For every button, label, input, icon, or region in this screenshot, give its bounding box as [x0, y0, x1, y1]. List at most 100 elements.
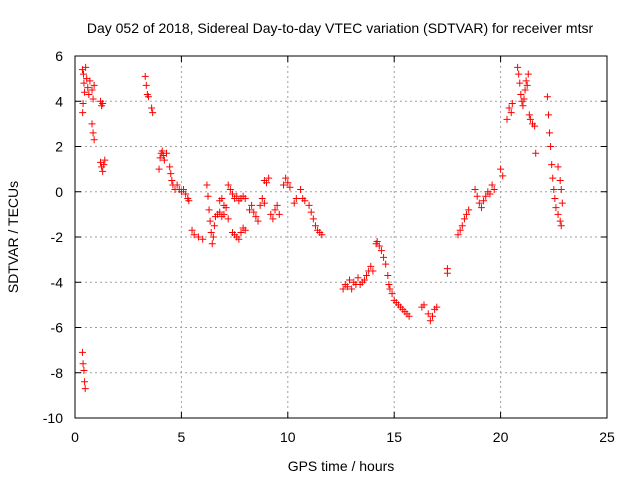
data-point [475, 199, 483, 207]
data-point [84, 84, 92, 92]
y-tick-label: -2 [51, 229, 64, 245]
data-point [254, 217, 262, 225]
data-point [524, 70, 532, 78]
data-point [550, 185, 558, 193]
data-point [514, 63, 522, 71]
data-point [554, 210, 562, 218]
data-point [80, 79, 88, 87]
data-point [507, 109, 515, 117]
data-point [456, 226, 464, 234]
data-point [384, 271, 392, 279]
data-point [81, 385, 89, 393]
data-point [86, 77, 94, 85]
data-point [250, 208, 258, 216]
data-point [190, 231, 198, 239]
data-point [280, 181, 288, 189]
data-point [375, 242, 383, 250]
data-point [482, 192, 490, 200]
data-point [163, 149, 171, 157]
data-point [526, 115, 534, 123]
data-point [210, 222, 218, 230]
data-point [477, 204, 485, 212]
data-point [245, 206, 253, 214]
data-point [488, 181, 496, 189]
x-tick-label: 25 [599, 429, 615, 445]
data-point [463, 210, 471, 218]
data-point [89, 129, 97, 137]
data-point [256, 201, 264, 209]
data-point [480, 197, 488, 205]
data-point [307, 208, 315, 216]
y-tick-label: 2 [55, 139, 63, 155]
data-point [241, 226, 249, 234]
data-point [343, 283, 351, 291]
data-point [142, 81, 150, 89]
data-point [508, 100, 516, 108]
data-point [297, 185, 305, 193]
data-point [81, 378, 89, 386]
data-point [385, 281, 393, 289]
data-point [235, 235, 243, 243]
data-point [194, 233, 202, 241]
grid-lines [75, 56, 607, 418]
data-point [182, 190, 190, 198]
data-point [497, 165, 505, 173]
data-point [348, 285, 356, 293]
data-point [100, 161, 108, 169]
data-point [354, 274, 362, 282]
data-point [206, 217, 214, 225]
data-point [203, 181, 211, 189]
data-point [79, 109, 87, 117]
data-point [519, 102, 527, 110]
data-point [460, 215, 468, 223]
data-point [188, 226, 196, 234]
x-tick-label: 0 [71, 429, 79, 445]
data-point [204, 192, 212, 200]
chart-title: Day 052 of 2018, Sidereal Day-to-day VTE… [87, 20, 594, 36]
data-point [363, 271, 371, 279]
x-tick-label: 5 [178, 429, 186, 445]
data-point [556, 217, 564, 225]
data-point [90, 136, 98, 144]
data-point [252, 213, 260, 221]
data-point [554, 163, 562, 171]
data-point [160, 156, 168, 164]
data-point [382, 260, 390, 268]
data-point [547, 143, 555, 150]
y-axis-label: SDTVAR / TECUs [5, 181, 21, 293]
data-point [282, 174, 290, 182]
data-point [490, 185, 498, 193]
data-point [207, 228, 215, 236]
x-tick-label: 15 [386, 429, 402, 445]
data-point [99, 100, 107, 108]
data-point [79, 100, 87, 108]
data-point [101, 156, 109, 164]
data-point [301, 197, 309, 205]
data-point [521, 86, 529, 94]
data-point [380, 253, 388, 261]
data-point [373, 238, 381, 246]
data-point [544, 111, 552, 119]
data-point [369, 267, 377, 275]
data-point [471, 185, 479, 193]
data-point [458, 222, 466, 230]
data-point [89, 95, 97, 103]
data-point [237, 228, 245, 236]
data-point [520, 95, 528, 103]
data-point [388, 290, 396, 298]
data-point [205, 206, 213, 214]
data-point [220, 201, 228, 209]
data-point [224, 215, 232, 223]
y-tick-label: 4 [55, 93, 63, 109]
data-point [517, 90, 525, 98]
data-point [543, 93, 551, 101]
data-point [218, 195, 226, 203]
x-tick-label: 20 [493, 429, 509, 445]
data-points [78, 63, 566, 393]
data-point [473, 192, 481, 200]
data-point [548, 161, 556, 169]
y-tick-label: -8 [51, 365, 64, 381]
data-point [454, 231, 462, 239]
data-point [292, 195, 300, 203]
